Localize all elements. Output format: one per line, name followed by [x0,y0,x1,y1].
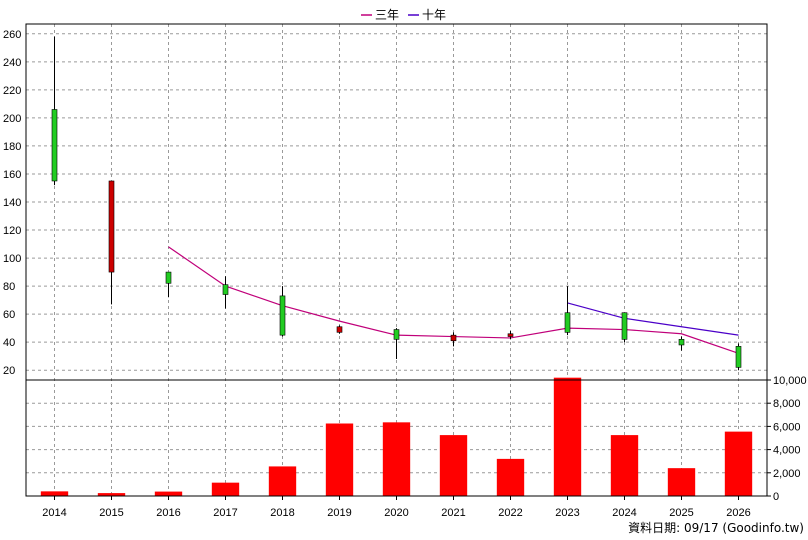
x-tick-label: 2016 [156,507,180,519]
candle-body [165,271,172,284]
candle-body [279,295,286,336]
price-y-tick-label: 160 [3,169,21,181]
price-y-tick-label: 120 [3,225,21,237]
candle-body [621,312,628,340]
volume-y-tick-label: 0 [773,491,779,503]
candle-body [336,326,343,333]
volume-bar [439,435,468,496]
volume-y-tick-label: 2,000 [773,468,801,480]
price-y-tick-label: 100 [3,253,21,265]
x-tick-label: 2024 [612,507,636,519]
price-y-tick-label: 260 [3,29,21,41]
price-y-tick-label: 220 [3,85,21,97]
volume-y-tick-label: 8,000 [773,398,801,410]
legend-label-three-year: 三年 [375,8,399,22]
volume-bar [40,491,69,496]
x-tick-label: 2018 [270,507,294,519]
volume-bar [724,431,753,496]
price-y-tick-label: 240 [3,57,21,69]
legend: 三年 十年 [361,8,446,22]
volume-bar [496,458,525,496]
volume-bar [97,493,126,496]
candle-body [507,333,514,337]
candle-body [678,339,685,346]
x-axis: 2014 2015 2016 2017 2018 2019 2020 2021 2022 2023… [42,496,751,519]
candle-body [222,284,229,295]
price-y-tick-label: 60 [3,309,15,321]
ma-line [567,302,739,336]
x-tick-label: 2022 [498,507,522,519]
price-y-tick-label: 20 [3,365,15,377]
candle-body [564,312,571,333]
x-tick-label: 2023 [555,507,579,519]
volume-bar [610,435,639,496]
volume-y-tick-label: 4,000 [773,445,801,457]
volume-bar [211,482,240,496]
x-tick-label: 2021 [441,507,465,519]
volume-bar [553,377,582,496]
volume-bar [382,422,411,496]
footer-source: 資料日期: 09/17 (Goodinfo.tw) [628,521,804,535]
price-y-tick-label: 80 [3,281,15,293]
x-tick-label: 2025 [669,507,693,519]
x-tick-label: 2020 [384,507,408,519]
price-y-tick-label: 40 [3,337,15,349]
candle-body [393,329,400,340]
x-tick-label: 2014 [42,507,66,519]
volume-y-tick-label: 10,000 [773,375,807,387]
volume-bar [325,423,354,496]
price-panel: 20 40 60 80 100 120 140 160 180 200 220 240 260 [3,23,768,496]
x-tick-label: 2026 [726,507,750,519]
price-y-tick-label: 180 [3,141,21,153]
x-tick-label: 2017 [213,507,237,519]
price-y-tick-label: 140 [3,197,21,209]
volume-bar [667,468,696,496]
x-tick-label: 2019 [327,507,351,519]
x-tick-label: 2015 [99,507,123,519]
volume-bar [268,466,297,496]
candle-body [450,334,457,342]
volume-panel: 0 2,000 4,000 6,000 8,000 10,000 [25,375,807,503]
candle-body [108,180,115,273]
candle-body [51,109,58,182]
candle-body [735,346,742,368]
volume-y-tick-label: 6,000 [773,421,801,433]
legend-label-ten-year: 十年 [422,8,446,22]
volume-bar [154,491,183,496]
price-y-tick-label: 200 [3,113,21,125]
